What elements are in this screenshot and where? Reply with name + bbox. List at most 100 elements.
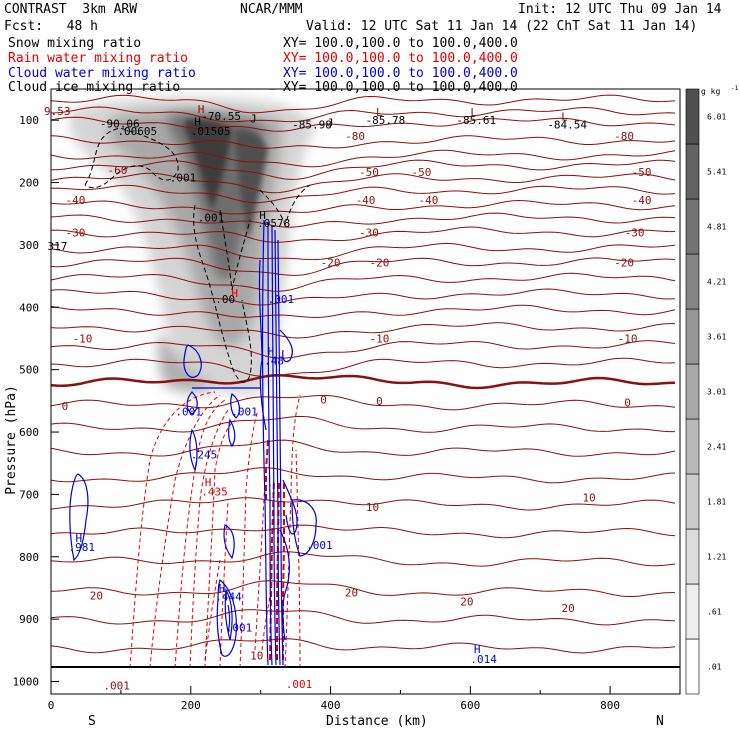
contour-annotation-16: .001 bbox=[170, 172, 197, 185]
field-cloudice-range: XY= 100.0,100.0 to 100.0,400.0 bbox=[283, 80, 518, 95]
isotherm-label-9: -40 bbox=[632, 194, 652, 207]
isotherm-label-11: -30 bbox=[359, 226, 379, 239]
contour-annotation-18: H bbox=[259, 209, 266, 222]
y-tick-label-6: 700 bbox=[19, 488, 39, 501]
contour-annotation-5: H bbox=[194, 115, 201, 128]
x-tick-label-2: 400 bbox=[321, 699, 341, 712]
isotherm-label-2: -60 bbox=[107, 164, 127, 177]
contour-annotation-24: H bbox=[268, 345, 275, 358]
x-axis-label: Distance (km) bbox=[326, 714, 428, 729]
contour-annotation-19: .0578 bbox=[257, 217, 290, 230]
colorbar-units-exponent: -1 bbox=[731, 85, 739, 92]
y-tick-label-8: 900 bbox=[19, 613, 39, 626]
isotherm-line bbox=[51, 551, 676, 567]
isotherm-line bbox=[51, 149, 676, 168]
contour-annotation-4: -70.55 bbox=[201, 110, 241, 123]
isotherm-line bbox=[51, 524, 676, 539]
colorbar-label-3: 1.81 bbox=[707, 498, 726, 507]
contour-annotation-39: .014 bbox=[470, 653, 497, 666]
isotherm-line bbox=[51, 94, 676, 114]
isotherm-line bbox=[51, 226, 676, 243]
contour-annotation-7: J bbox=[250, 112, 257, 125]
isotherm-label-0: -80 bbox=[345, 130, 365, 143]
isotherm-label-14: -20 bbox=[370, 256, 390, 269]
y-tick-label-7: 800 bbox=[19, 551, 39, 564]
field-cloudwater-range: XY= 100.0,100.0 to 100.0,400.0 bbox=[283, 66, 518, 81]
contour-annotation-33: .981 bbox=[68, 541, 95, 554]
y-tick-label-5: 600 bbox=[19, 426, 39, 439]
isotherm-label-12: -30 bbox=[625, 226, 645, 239]
field-snow-label: Snow mixing ratio bbox=[8, 36, 142, 51]
contour-annotation-2: .00605 bbox=[117, 125, 157, 138]
contour-annotation-6: .01505 bbox=[191, 125, 231, 138]
isotherm-label-21: 0 bbox=[376, 395, 383, 408]
contour-annotation-40: .001 bbox=[103, 679, 129, 692]
isotherm-label-23: 10 bbox=[366, 501, 379, 514]
colorbar-swatch-9 bbox=[685, 143, 700, 200]
contour-annotation-31: .001 bbox=[306, 539, 333, 552]
isotherm-line bbox=[51, 609, 676, 626]
colorbar-label-8: 4.81 bbox=[707, 223, 726, 232]
isotherm-labels: -80 -80 -60 -50 -50 -50 -40 -40 -40 -40 -30 -30 -30 -… bbox=[62, 130, 652, 615]
colorbar-label-2: 1.21 bbox=[707, 553, 726, 562]
contour-annotation-0: 9.53 bbox=[44, 105, 70, 118]
isotherm-line bbox=[51, 322, 675, 339]
isotherm-label-25: 20 bbox=[90, 589, 103, 602]
isotherm-line bbox=[51, 497, 676, 511]
contour-annotation-20: 317 bbox=[48, 240, 68, 253]
colorbar-label-7: 4.21 bbox=[707, 278, 726, 287]
contour-annotation-23: .001 bbox=[268, 293, 295, 306]
colorbar-label-1: .61 bbox=[707, 608, 722, 617]
contour-annotation-21: .00 bbox=[215, 293, 235, 306]
contour-annotation-15: -84.54 bbox=[547, 119, 587, 132]
isotherm-line bbox=[51, 395, 676, 411]
plot-frame bbox=[50, 88, 681, 695]
contour-annotation-29: H bbox=[205, 476, 212, 489]
colorbar-swatch-2 bbox=[685, 528, 700, 585]
direction-right: N bbox=[656, 714, 664, 729]
contour-annotation-34: H bbox=[219, 582, 226, 595]
valid-time: Valid: 12 UTC Sat 11 Jan 14 (22 ChT Sat … bbox=[306, 19, 698, 34]
contour-annotation-11: -85.78 bbox=[366, 114, 406, 127]
cloud-water-contours bbox=[69, 219, 317, 666]
colorbar-label-10: 6.01 bbox=[707, 113, 726, 122]
isotherm-label-24: 10 bbox=[583, 492, 596, 505]
direction-left: S bbox=[88, 714, 96, 729]
y-tick-label-0: 100 bbox=[19, 114, 39, 127]
contour-annotation-30: .435 bbox=[201, 485, 228, 498]
x-tick-label-3: 600 bbox=[460, 699, 480, 712]
y-tick-label-1: 200 bbox=[19, 177, 39, 190]
org-label: NCAR/MMM bbox=[240, 2, 303, 17]
contour-annotation-10: L bbox=[376, 106, 383, 119]
isotherm-label-26: 20 bbox=[345, 586, 358, 599]
y-tick-label-2: 300 bbox=[19, 239, 39, 252]
contour-annotation-38: H bbox=[474, 643, 481, 656]
isotherm-line bbox=[51, 304, 676, 319]
rain-water-contours bbox=[129, 391, 301, 669]
contour-annotation-41: .001 bbox=[286, 678, 313, 691]
cloud-ice-contour bbox=[84, 127, 311, 383]
isotherm-label-19: 0 bbox=[62, 400, 69, 413]
field-snow-range: XY= 100.0,100.0 to 100.0,400.0 bbox=[283, 36, 518, 51]
isotherm-label-18: -10 bbox=[618, 332, 638, 345]
isotherm-label-8: -40 bbox=[418, 194, 438, 207]
contour-annotation-1: -90.06 bbox=[100, 117, 140, 130]
forecast-hour: Fcst: 48 h bbox=[4, 19, 98, 34]
isotherm-line bbox=[51, 416, 675, 433]
y-axis-label: Pressure (hPa) bbox=[4, 385, 19, 495]
colorbar-swatch-0 bbox=[685, 638, 700, 695]
contour-annotation-27: .001 bbox=[231, 405, 258, 418]
contour-annotation-25: .48 bbox=[264, 354, 284, 367]
isotherm-line bbox=[51, 106, 676, 123]
isotherm-line bbox=[51, 467, 676, 484]
y-tick-label-3: 400 bbox=[19, 301, 39, 314]
contour-annotation-3: H bbox=[198, 103, 205, 116]
isotherm-lines bbox=[51, 89, 676, 654]
colorbar-swatch-3 bbox=[685, 473, 700, 530]
isotherm-line bbox=[51, 159, 676, 180]
isotherm-label-10: -30 bbox=[66, 226, 86, 239]
isotherm-line bbox=[51, 172, 676, 194]
isotherm-line bbox=[51, 272, 676, 292]
isotherm-line bbox=[51, 638, 676, 654]
